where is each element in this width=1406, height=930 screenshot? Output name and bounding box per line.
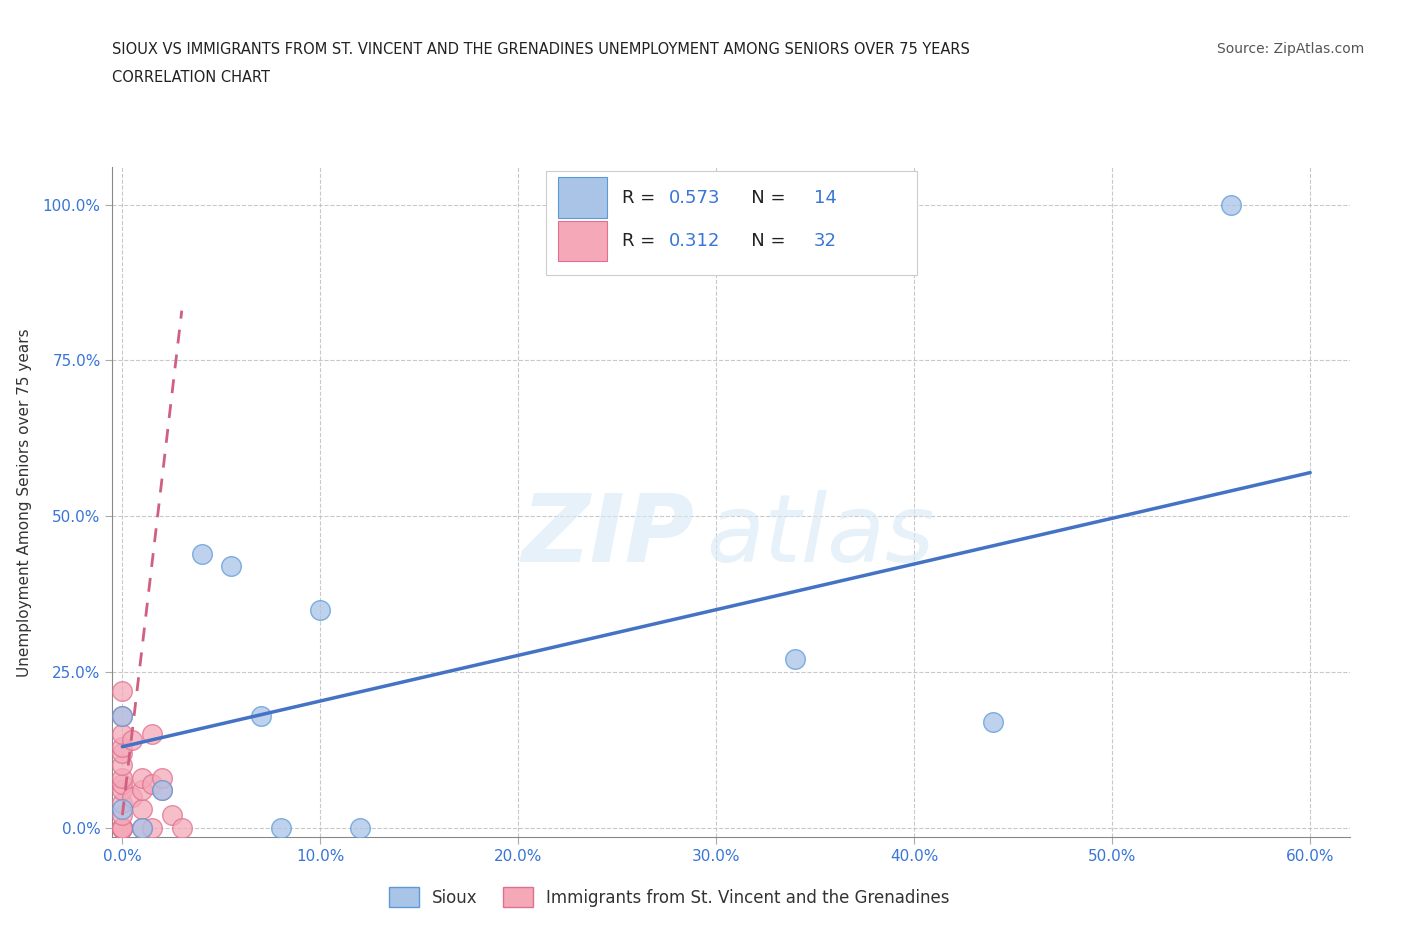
Point — [141, 777, 163, 791]
Point — [111, 820, 134, 835]
Point — [111, 820, 134, 835]
Point — [111, 802, 134, 817]
Point — [111, 820, 134, 835]
Point — [111, 739, 134, 754]
Text: R =: R = — [623, 189, 661, 206]
Point — [141, 820, 163, 835]
Point — [250, 708, 273, 723]
Point — [785, 652, 807, 667]
Text: atlas: atlas — [706, 490, 935, 581]
Point — [111, 708, 134, 723]
Point — [219, 559, 242, 574]
Point — [111, 758, 134, 773]
FancyBboxPatch shape — [558, 221, 607, 261]
Point — [190, 546, 212, 561]
Text: 14: 14 — [814, 189, 837, 206]
Text: SIOUX VS IMMIGRANTS FROM ST. VINCENT AND THE GRENADINES UNEMPLOYMENT AMONG SENIO: SIOUX VS IMMIGRANTS FROM ST. VINCENT AND… — [112, 42, 970, 57]
Point — [141, 726, 163, 741]
Point — [111, 808, 134, 823]
Point — [111, 820, 134, 835]
Point — [111, 746, 134, 761]
Point — [131, 802, 153, 817]
Point — [111, 770, 134, 785]
Text: N =: N = — [734, 189, 790, 206]
Point — [150, 770, 173, 785]
Point — [131, 770, 153, 785]
Point — [111, 795, 134, 810]
Point — [309, 603, 332, 618]
Point — [111, 777, 134, 791]
Y-axis label: Unemployment Among Seniors over 75 years: Unemployment Among Seniors over 75 years — [17, 328, 31, 676]
FancyBboxPatch shape — [558, 178, 607, 218]
Point — [349, 820, 371, 835]
Text: 0.573: 0.573 — [669, 189, 721, 206]
Text: R =: R = — [623, 232, 661, 250]
Point — [160, 808, 183, 823]
Point — [1220, 197, 1243, 212]
Point — [121, 789, 143, 804]
Point — [131, 783, 153, 798]
Text: N =: N = — [734, 232, 790, 250]
Text: Source: ZipAtlas.com: Source: ZipAtlas.com — [1216, 42, 1364, 56]
Point — [121, 733, 143, 748]
Point — [111, 708, 134, 723]
Point — [131, 820, 153, 835]
Point — [131, 820, 153, 835]
Point — [111, 726, 134, 741]
Point — [111, 820, 134, 835]
Point — [111, 684, 134, 698]
Point — [111, 783, 134, 798]
Point — [111, 820, 134, 835]
Text: 32: 32 — [814, 232, 837, 250]
Legend: Sioux, Immigrants from St. Vincent and the Grenadines: Sioux, Immigrants from St. Vincent and t… — [381, 879, 957, 916]
Point — [270, 820, 292, 835]
Point — [150, 783, 173, 798]
Text: ZIP: ZIP — [522, 490, 695, 581]
FancyBboxPatch shape — [546, 171, 917, 274]
Point — [150, 783, 173, 798]
Point — [170, 820, 193, 835]
Text: CORRELATION CHART: CORRELATION CHART — [112, 70, 270, 85]
Point — [983, 714, 1005, 729]
Text: 0.312: 0.312 — [669, 232, 721, 250]
Point — [111, 820, 134, 835]
